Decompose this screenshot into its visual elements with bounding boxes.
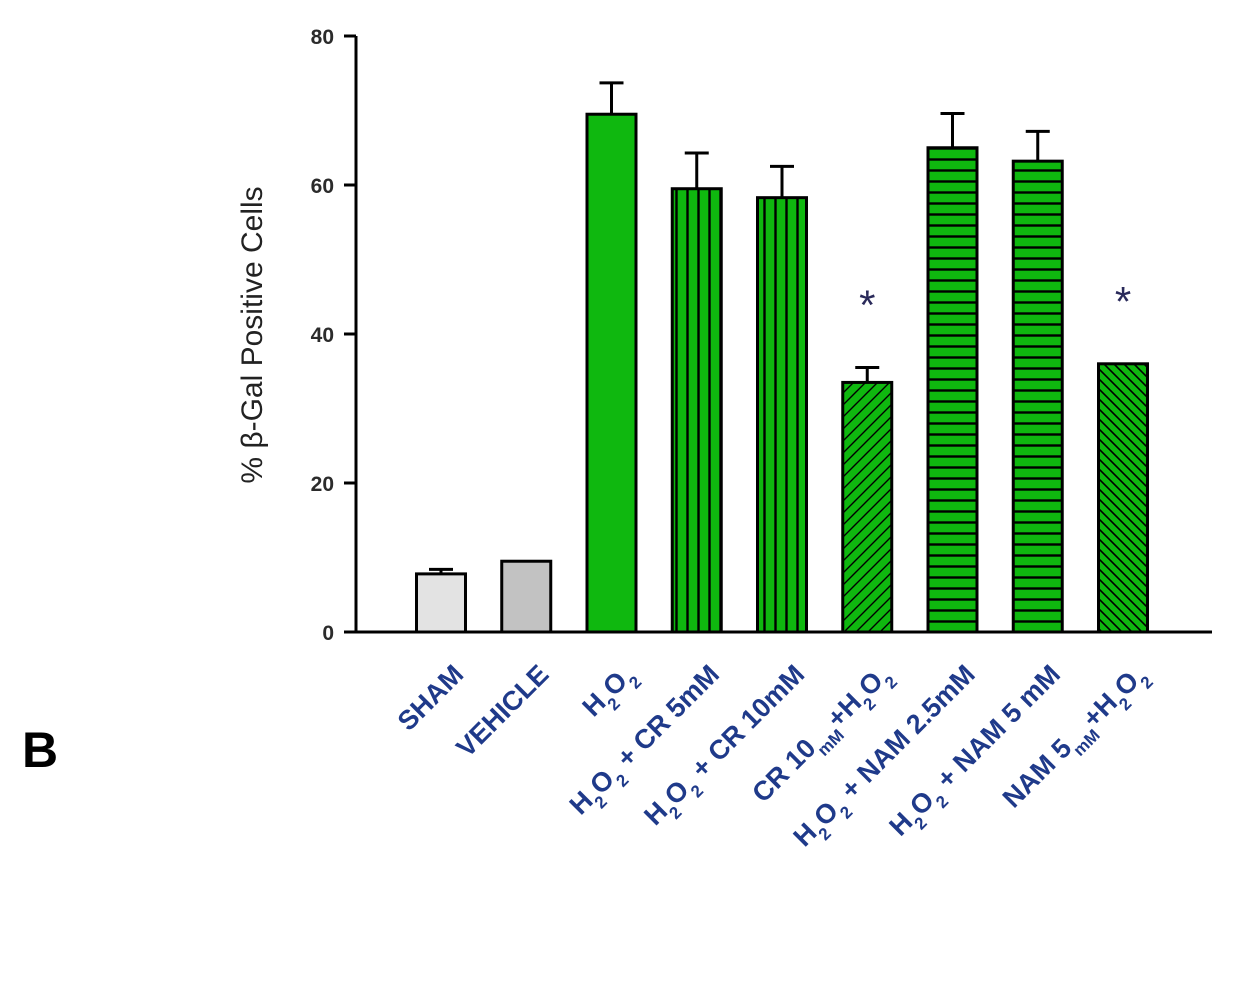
panel-label: B — [22, 722, 58, 778]
bar-pattern — [672, 188, 722, 632]
bar-group — [756, 164, 808, 634]
bar-pattern — [1013, 161, 1063, 632]
x-tick-label: H2O2 — [576, 659, 645, 728]
bar-group: * — [1097, 278, 1149, 634]
bar-pattern — [842, 382, 892, 632]
bar-outline — [926, 146, 979, 634]
bar-group — [500, 559, 553, 634]
bar-group — [1011, 129, 1064, 634]
bar-outline — [1097, 362, 1149, 634]
bar-outline — [1011, 159, 1064, 634]
bar-group — [585, 81, 638, 634]
bar-pattern — [928, 147, 977, 632]
bar-outline — [670, 187, 723, 634]
bar — [587, 114, 636, 633]
y-tick-label: 80 — [311, 26, 334, 49]
bar-pattern — [757, 197, 807, 633]
bar-outline — [841, 380, 894, 634]
significance-marker: * — [1115, 278, 1131, 325]
bar-outline — [756, 196, 808, 634]
bar-outline — [500, 559, 553, 634]
bar-outline — [585, 112, 638, 634]
x-tick-label: VEHICLE — [451, 659, 555, 763]
y-axis: 0 20 40 60 80 — [311, 26, 358, 645]
bar-pattern — [1098, 363, 1148, 632]
y-tick-label: 60 — [311, 175, 334, 198]
x-tick-label: SHAM — [392, 659, 469, 736]
bar — [501, 561, 551, 632]
bar — [416, 573, 466, 632]
bar-group — [415, 567, 467, 634]
y-axis-label: % β-Gal Positive Cells — [236, 186, 269, 483]
bar-group — [926, 111, 979, 634]
bar-group — [670, 151, 723, 634]
y-tick-label: 40 — [311, 324, 334, 347]
bars: * * — [415, 81, 1149, 634]
bar-group: * — [841, 282, 894, 634]
bar-outline — [415, 572, 467, 634]
y-tick-label: 0 — [322, 622, 334, 645]
y-tick-label: 20 — [311, 473, 334, 496]
significance-marker: * — [859, 282, 875, 329]
